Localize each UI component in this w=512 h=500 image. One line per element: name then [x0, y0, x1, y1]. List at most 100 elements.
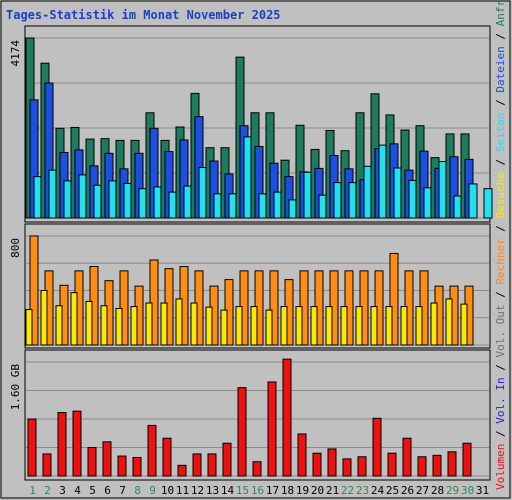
bar-volumen-day-9: [147, 424, 157, 477]
panel-visits: 800: [9, 223, 491, 349]
day-label-23: 23: [356, 484, 369, 497]
legend-separator: /: [494, 93, 507, 113]
bar-besuche-day-17: [265, 309, 273, 346]
bar-besuche-day-28: [430, 302, 438, 346]
day-label-27: 27: [416, 484, 429, 497]
day-label-9: 9: [149, 484, 156, 497]
bar-rechner-day-7: [119, 270, 129, 346]
bar-volumen-day-6: [102, 441, 112, 477]
bar-besuche-day-23: [355, 306, 363, 346]
bar-besuche-day-8: [130, 306, 138, 346]
day-label-24: 24: [371, 484, 385, 497]
bar-besuche-day-26: [400, 306, 408, 346]
chart-panels: 4174 800 1.60 GB: [9, 25, 493, 481]
bar-besuche-day-10: [160, 302, 168, 346]
bar-besuche-day-27: [415, 306, 423, 346]
day-label-19: 19: [296, 484, 309, 497]
bar-besuche-day-15: [235, 306, 243, 346]
bar-volumen-day-18: [282, 358, 292, 477]
bar-besuche-day-9: [145, 302, 153, 346]
bar-volumen-day-1: [27, 418, 37, 477]
bar-besuche-day-19: [295, 306, 303, 346]
panel-requests: 4174: [9, 25, 493, 223]
bar-rechner-day-25: [389, 252, 399, 346]
panel-requests-y-tick-label: 4174: [9, 40, 22, 67]
day-label-28: 28: [431, 484, 444, 497]
day-label-2: 2: [44, 484, 51, 497]
bar-volumen-day-4: [72, 410, 82, 477]
bar-volumen-day-25: [387, 452, 397, 477]
bar-besuche-day-7: [115, 307, 123, 346]
bar-volumen-day-24: [372, 417, 382, 477]
bar-rechner-day-17: [269, 270, 279, 346]
legend-besuche: Besuche: [494, 172, 507, 218]
day-label-22: 22: [341, 484, 354, 497]
legend-volumen: Volumen: [494, 444, 507, 490]
bar-volumen-day-16: [252, 461, 262, 477]
day-label-17: 17: [266, 484, 279, 497]
right-legend: Volumen / Vol. In / Vol. Out / Rechner /…: [494, 0, 507, 490]
bar-seiten-day-31: [483, 188, 493, 219]
day-label-11: 11: [176, 484, 189, 497]
bar-volumen-day-3: [57, 412, 67, 477]
bar-volumen-day-23: [357, 456, 367, 477]
panel-volume-y-tick-label: 1.60 GB: [9, 364, 22, 411]
bar-besuche-day-25: [385, 306, 393, 346]
panel-volume: 1.60 GB: [9, 349, 491, 481]
bar-besuche-day-30: [460, 303, 468, 346]
bar-volumen-day-27: [417, 456, 427, 477]
bar-besuche-day-12: [190, 302, 198, 346]
day-label-25: 25: [386, 484, 399, 497]
bar-besuche-day-13: [205, 306, 213, 346]
day-label-31: 31: [476, 484, 489, 497]
day-label-20: 20: [311, 484, 324, 497]
chart-title: Tages-Statistik im Monat November 2025: [6, 8, 281, 22]
day-label-14: 14: [221, 484, 235, 497]
day-label-30: 30: [461, 484, 474, 497]
bar-rechner-day-9: [149, 259, 159, 346]
day-label-3: 3: [59, 484, 66, 497]
day-label-29: 29: [446, 484, 459, 497]
bar-besuche-day-29: [445, 298, 453, 346]
bar-besuche-day-24: [370, 306, 378, 346]
bar-volumen-day-7: [117, 455, 127, 477]
legend-separator: /: [494, 285, 507, 305]
day-label-15: 15: [236, 484, 249, 497]
x-axis-day-labels: 1 2 3 4 5 6 7 8 9 10 11 12 13 14 15 16 17 18 19 20 21 22 23 24 2…: [29, 484, 489, 497]
day-label-16: 16: [251, 484, 264, 497]
day-label-13: 13: [206, 484, 219, 497]
legend-separator: /: [494, 152, 507, 172]
legend-vol-out: Vol. Out: [494, 305, 507, 358]
bar-volumen-day-14: [222, 442, 232, 477]
bar-besuche-day-20: [310, 306, 318, 346]
bar-besuche-day-1: [25, 309, 33, 346]
bar-volumen-day-8: [132, 456, 142, 477]
bar-besuche-day-4: [70, 292, 78, 346]
bar-volumen-day-22: [342, 458, 352, 477]
bar-volumen-day-12: [192, 453, 202, 477]
day-label-5: 5: [89, 484, 96, 497]
bar-volumen-day-20: [312, 452, 322, 477]
day-label-10: 10: [161, 484, 174, 497]
legend-anfragen: Anfragen: [494, 0, 507, 26]
legend-separator: /: [494, 26, 507, 46]
bar-besuche-day-2: [40, 290, 48, 346]
day-label-7: 7: [119, 484, 126, 497]
day-label-26: 26: [401, 484, 414, 497]
bar-besuche-day-22: [340, 306, 348, 346]
bar-besuche-day-21: [325, 306, 333, 346]
legend-separator: /: [494, 358, 507, 378]
panel-visits-y-tick-label: 800: [9, 238, 22, 258]
legend-vol-in: Vol. In: [494, 377, 507, 423]
bar-volumen-day-5: [87, 447, 97, 477]
bar-volumen-day-28: [432, 454, 442, 477]
legend-dateien: Dateien: [494, 46, 507, 92]
bar-besuche-day-5: [85, 300, 93, 346]
legend-separator: /: [494, 218, 507, 238]
bar-volumen-day-19: [297, 433, 307, 477]
bar-volumen-day-21: [327, 448, 337, 477]
bar-volumen-day-29: [447, 451, 457, 477]
day-label-12: 12: [191, 484, 204, 497]
day-label-4: 4: [74, 484, 81, 497]
